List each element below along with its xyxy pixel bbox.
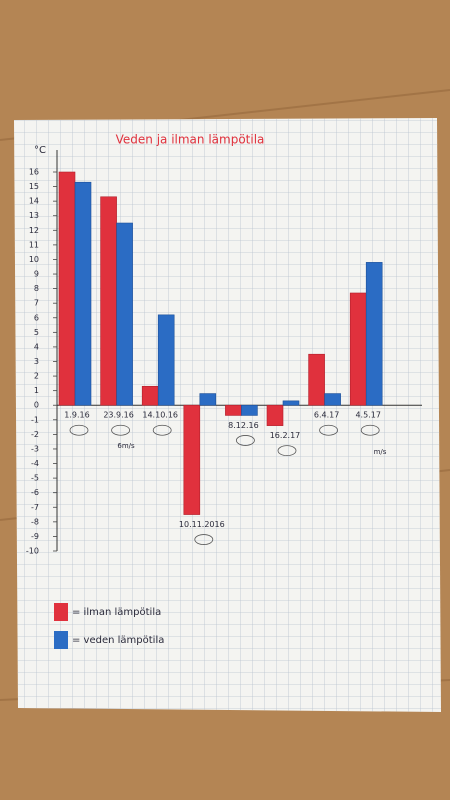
annotation: m/s [374, 448, 387, 456]
y-tick-label: -3 [31, 444, 39, 453]
bar [282, 400, 300, 406]
y-tick-label: 4 [34, 342, 39, 351]
weather-icon [319, 424, 339, 436]
bar [324, 393, 341, 406]
y-tick-label: 14 [29, 197, 39, 206]
y-tick-label: -9 [31, 532, 39, 541]
bar [116, 222, 133, 406]
weather-icon [235, 435, 255, 446]
bar [241, 404, 258, 416]
bar [365, 262, 383, 406]
bar [141, 385, 159, 406]
y-tick-label: 1 [34, 386, 39, 395]
plot-area: -10-9-8-7-6-5-4-3-2-10123456789101112131… [26, 150, 422, 649]
y-tick-label: -10 [26, 547, 39, 556]
y-tick-label: 16 [29, 168, 39, 177]
weather-icon [111, 424, 130, 436]
legend-label: = veden lämpötila [72, 635, 164, 646]
x-tick-label: 6.4.17 [314, 411, 339, 420]
bar [183, 404, 201, 515]
y-tick-label: 13 [29, 211, 39, 220]
bar [266, 404, 284, 426]
x-tick-label: 4.5.17 [355, 411, 380, 420]
y-tick-label: -2 [31, 430, 39, 439]
bar [100, 196, 117, 406]
bar [308, 353, 325, 406]
y-tick-label: -6 [31, 488, 39, 497]
y-tick-label: 6 [34, 313, 39, 322]
x-tick-label: 14.10.16 [142, 411, 178, 420]
y-tick-label: -8 [31, 517, 39, 526]
y-tick-label: 2 [34, 372, 39, 381]
x-tick-label: 23.9.16 [103, 411, 134, 420]
y-tick-label: 12 [29, 226, 39, 235]
y-tick-label: 9 [34, 270, 39, 279]
y-tick-label: 15 [29, 182, 39, 191]
bar [58, 171, 76, 406]
weather-icon [277, 445, 297, 457]
legend-swatch [54, 603, 68, 621]
bar [225, 404, 242, 416]
y-tick-label: 3 [34, 357, 39, 366]
y-tick-label: -5 [31, 474, 39, 483]
x-tick-label: 16.2.17 [270, 431, 301, 440]
y-tick-label: -7 [31, 503, 39, 512]
chart-title: Veden ja ilman lämpötila [116, 133, 265, 147]
x-tick-label: 8.12.16 [228, 421, 259, 430]
bar [349, 292, 367, 406]
y-tick-label: 10 [29, 255, 39, 264]
bar [199, 393, 217, 406]
weather-icon [69, 424, 89, 436]
bar [74, 181, 92, 406]
legend-label: = ilman lämpötila [72, 607, 161, 618]
weather-icon [360, 424, 380, 436]
y-tick-label: 8 [34, 284, 39, 293]
y-tick-label: 11 [29, 240, 39, 249]
y-tick-label: -4 [31, 459, 39, 468]
y-tick-label: 5 [34, 328, 39, 337]
x-tick-label: 1.9.16 [64, 411, 89, 420]
weather-icon [194, 534, 214, 545]
y-tick-label: 0 [34, 401, 39, 410]
x-tick-label: 10.11.2016 [179, 520, 225, 529]
weather-icon [152, 424, 172, 436]
annotation: 6m/s [117, 442, 135, 450]
y-tick-label: -1 [31, 415, 39, 424]
bar [157, 314, 175, 406]
y-tick-label: 7 [34, 299, 39, 308]
y-axis-label: °C [34, 145, 46, 156]
legend-swatch [54, 631, 68, 649]
